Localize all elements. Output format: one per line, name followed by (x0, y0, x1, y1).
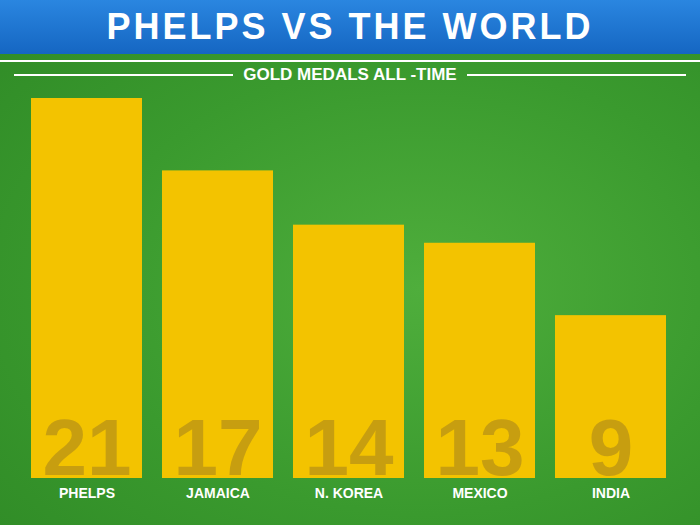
svg-text:PHELPS: PHELPS (59, 485, 115, 501)
svg-text:INDIA: INDIA (592, 485, 630, 501)
html-text:PHELPS VS THE WORLD: PHELPS VS THE WORLD (106, 6, 594, 47)
svg-text:21: 21 (43, 403, 132, 492)
svg-text:N. KOREA: N. KOREA (315, 485, 383, 501)
svg-text:17: 17 (174, 403, 263, 492)
svg-text:9: 9 (589, 403, 634, 492)
svg-text:MEXICO: MEXICO (452, 485, 507, 501)
svg-text:13: 13 (436, 403, 525, 492)
svg-text:14: 14 (305, 403, 394, 492)
html-text:GOLD MEDALS ALL -TIME: GOLD MEDALS ALL -TIME (243, 65, 457, 84)
svg-text:JAMAICA: JAMAICA (186, 485, 250, 501)
